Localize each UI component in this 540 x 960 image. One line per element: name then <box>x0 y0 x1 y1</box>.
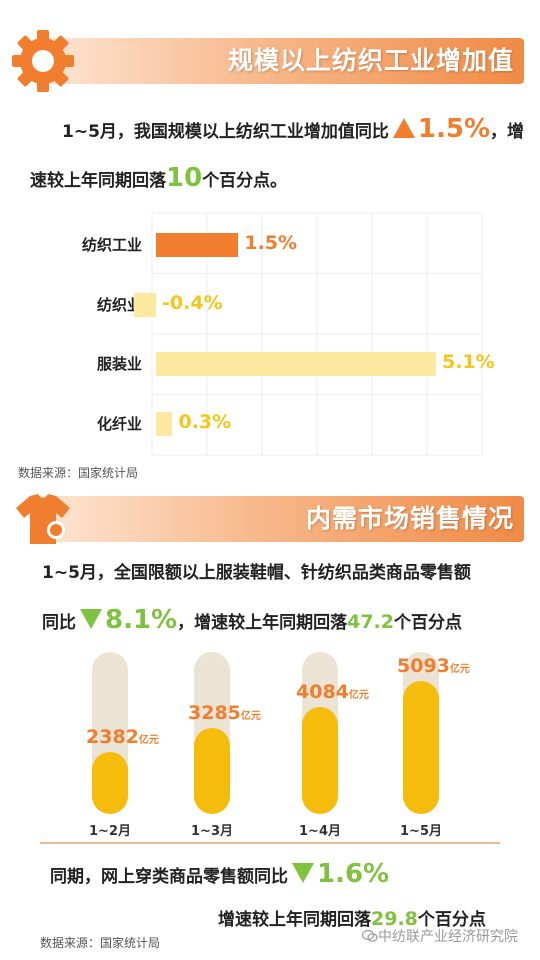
watermark-text: 中纺联产业经济研究院 <box>378 929 518 945</box>
section2-line2: 同比 8.1%，增速较上年同期回落47.2个百分点 <box>42 602 522 638</box>
section1-line2-tail: 个百分点。 <box>202 171 288 191</box>
hbar-bar <box>156 412 173 436</box>
wechat-icon <box>361 929 378 942</box>
section2-line1-text: 1~5月，全国限额以上服装鞋帽、针纺织品类商品零售额 <box>42 563 471 583</box>
pill-category-label: 1~3月 <box>191 824 233 839</box>
pill-value-number: 4084 <box>296 681 349 704</box>
pill-value-number: 2382 <box>86 725 139 748</box>
pill-value-unit: 亿元 <box>348 690 369 702</box>
section2-line2-mid: ，增速较上年同期回落 <box>177 613 348 633</box>
down-arrow-icon-2 <box>292 863 314 883</box>
hbar-category-label: 化纤业 <box>96 415 142 433</box>
section3-line1: 同期，网上穿类商品零售额同比 1.6% <box>50 856 520 892</box>
gear-icon <box>12 30 74 92</box>
hbar-category-label: 纺织业 <box>96 296 142 314</box>
pill-bar <box>302 707 338 814</box>
source-note-2: 数据来源：国家统计局 <box>40 936 161 950</box>
up-arrow-icon <box>392 118 415 138</box>
down-arrow-icon <box>80 609 102 629</box>
section2-drop-value: 47.2 <box>347 611 394 633</box>
hbar-value-label: 0.3% <box>178 411 232 433</box>
pill-value-label: 2382亿元 <box>86 726 159 748</box>
section2-line2-tail: 个百分点 <box>394 613 462 633</box>
section1-line1-tail: ，增 <box>490 122 525 142</box>
hbar-bar <box>134 293 156 317</box>
section2-title: 内需市场销售情况 <box>305 504 514 533</box>
section1-growth-value: 1.5% <box>417 114 491 144</box>
section3-growth-value: 1.6% <box>317 859 390 889</box>
pill-bar <box>92 751 128 814</box>
section1-line1-text: 1~5月，我国规模以上纺织工业增加值同比 <box>62 122 389 142</box>
section2-line2-text: 同比 <box>42 613 76 633</box>
section2-growth-value: 8.1% <box>105 605 178 635</box>
tshirt-icon <box>16 494 70 544</box>
section3-line2-tail: 个百分点 <box>417 910 486 930</box>
pill-value-label: 5093亿元 <box>397 655 470 677</box>
pill-value-label: 3285亿元 <box>188 702 261 724</box>
hbar-bar <box>156 352 436 376</box>
section1-banner-bar <box>34 38 524 84</box>
pill-category-label: 1~4月 <box>299 824 341 839</box>
section3-drop-value: 29.8 <box>371 908 418 930</box>
section3-line2-text: 增速较上年同期回落 <box>218 910 371 930</box>
section1-line1: 1~5月，我国规模以上纺织工业增加值同比 1.5%，增 <box>62 112 532 146</box>
section1-line2: 速较上年同期回落10个百分点。 <box>30 160 510 196</box>
hbar-category-label: 服装业 <box>96 355 142 373</box>
hbar-value-label: 1.5% <box>244 232 298 254</box>
hbar-value-label: 5.1% <box>441 351 495 373</box>
section1-drop-value: 10 <box>166 163 203 193</box>
section1-title: 规模以上纺织工业增加值 <box>227 46 514 75</box>
section1-line2-text: 速较上年同期回落 <box>30 171 166 191</box>
section3-line1-text: 同期，网上穿类商品零售额同比 <box>50 867 288 887</box>
section1-banner: 规模以上纺织工业增加值 <box>0 26 540 92</box>
pill-bar <box>403 680 439 814</box>
pill-value-unit: 亿元 <box>240 711 261 723</box>
section2-banner-bar <box>34 496 524 542</box>
pill-category-label: 1~5月 <box>400 824 442 839</box>
pill-category-label: 1~2月 <box>89 824 131 839</box>
hbar-value-label: -0.4% <box>162 292 223 314</box>
section2-line1: 1~5月，全国限额以上服装鞋帽、针纺织品类商品零售额 <box>42 558 522 588</box>
section3-line2: 增速较上年同期回落29.8个百分点 <box>218 904 538 934</box>
watermark: 中纺联产业经济研究院 <box>361 926 518 946</box>
section2-banner: 内需市场销售情况 <box>0 484 540 548</box>
source-note-1: 数据来源：国家统计局 <box>18 466 139 480</box>
hbar-bar <box>156 233 239 257</box>
pill-value-label: 4084亿元 <box>296 681 369 703</box>
pill-value-number: 3285 <box>188 702 241 725</box>
pill-value-number: 5093 <box>397 654 450 677</box>
pill-bar <box>194 728 230 814</box>
hbar-category-label: 纺织工业 <box>81 236 142 254</box>
pill-value-unit: 亿元 <box>449 663 470 675</box>
section-divider <box>40 842 500 844</box>
pill-value-unit: 亿元 <box>138 734 159 746</box>
